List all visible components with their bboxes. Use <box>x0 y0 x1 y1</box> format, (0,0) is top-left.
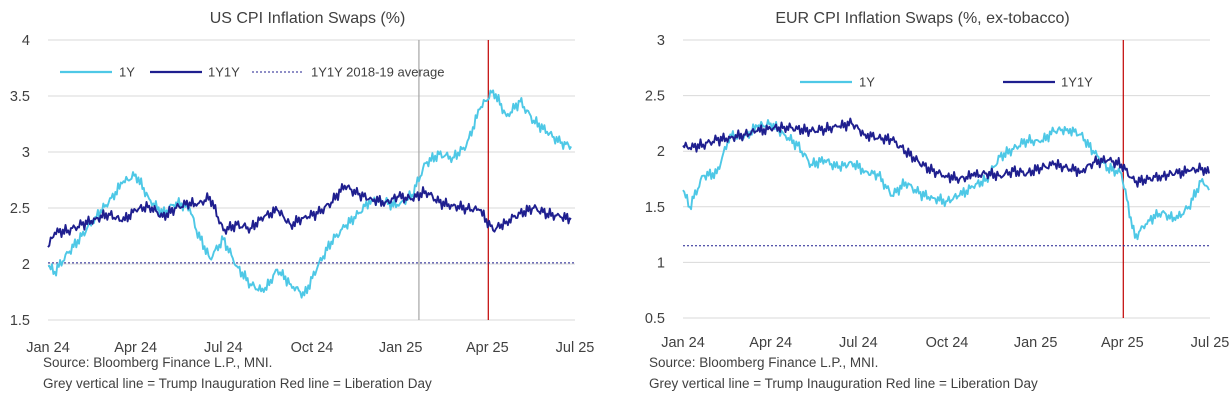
legend-label: 1Y1Y <box>1061 75 1093 90</box>
y-tick-label: 2.5 <box>645 89 665 105</box>
us-cpi-chart-panel: 1.5 2 2.5 3 3.5 4 Jan 24 Apr 24 Jul 24 Oct 24 Jan … <box>10 10 595 391</box>
legend-label: 1Y <box>859 75 875 90</box>
x-tick-label: Oct 24 <box>926 335 969 351</box>
y-tick-label: 1.5 <box>645 200 665 216</box>
chart-footnote: Grey vertical line = Trump Inauguration … <box>649 376 1038 391</box>
series-line <box>682 119 1210 241</box>
us-cpi-chart: 1.5 2 2.5 3 3.5 4 Jan 24 Apr 24 Jul 24 Oct 24 Jan … <box>10 33 595 356</box>
y-tick-label: 0.5 <box>645 311 665 327</box>
chart-source: Source: Bloomberg Finance L.P., MNI. <box>649 355 879 370</box>
x-tick-label: Jan 25 <box>1014 335 1058 351</box>
y-tick-label: 1.5 <box>10 313 30 329</box>
x-tick-label: Oct 24 <box>291 340 334 356</box>
x-tick-label: Apr 24 <box>114 340 157 356</box>
x-tick-label: Jul 25 <box>1191 335 1230 351</box>
x-tick-label: Jan 24 <box>661 335 705 351</box>
series-line <box>47 183 572 248</box>
y-tick-label: 1 <box>657 255 665 271</box>
chart-title: US CPI Inflation Swaps (%) <box>209 10 406 27</box>
x-tick-label: Jul 24 <box>204 340 243 356</box>
y-tick-label: 4 <box>22 33 30 49</box>
eur-cpi-chart-panel: 0.5 1 1.5 2 2.5 3 Jan 24 Apr 24 Jul 24 Oct 24 Jan … <box>615 0 1230 402</box>
x-tick-label: Apr 25 <box>1101 335 1144 351</box>
series-line <box>47 89 572 299</box>
y-tick-label: 2 <box>657 144 665 160</box>
x-tick-label: Apr 24 <box>749 335 792 351</box>
chart-source: Source: Bloomberg Finance L.P., MNI. <box>43 355 273 370</box>
legend-label: 1Y1Y 2018-19 average <box>311 65 444 80</box>
chart-footnote: Grey vertical line = Trump Inauguration … <box>43 376 432 391</box>
chart-title: EUR CPI Inflation Swaps (%, ex-tobacco) <box>775 10 1070 27</box>
y-tick-label: 3.5 <box>10 89 30 105</box>
y-tick-label: 2 <box>22 257 30 273</box>
x-tick-label: Jan 25 <box>379 340 423 356</box>
x-tick-label: Jul 24 <box>839 335 878 351</box>
x-tick-label: Jan 24 <box>26 340 70 356</box>
y-tick-label: 2.5 <box>10 201 30 217</box>
legend-label: 1Y <box>119 65 135 80</box>
x-tick-label: Jul 25 <box>556 340 595 356</box>
x-tick-label: Apr 25 <box>466 340 509 356</box>
eur-cpi-chart: 0.5 1 1.5 2 2.5 3 Jan 24 Apr 24 Jul 24 Oct 24 Jan … <box>645 33 1230 351</box>
y-tick-label: 3 <box>22 145 30 161</box>
legend-label: 1Y1Y <box>208 65 240 80</box>
y-tick-label: 3 <box>657 33 665 49</box>
series-line <box>682 117 1210 188</box>
